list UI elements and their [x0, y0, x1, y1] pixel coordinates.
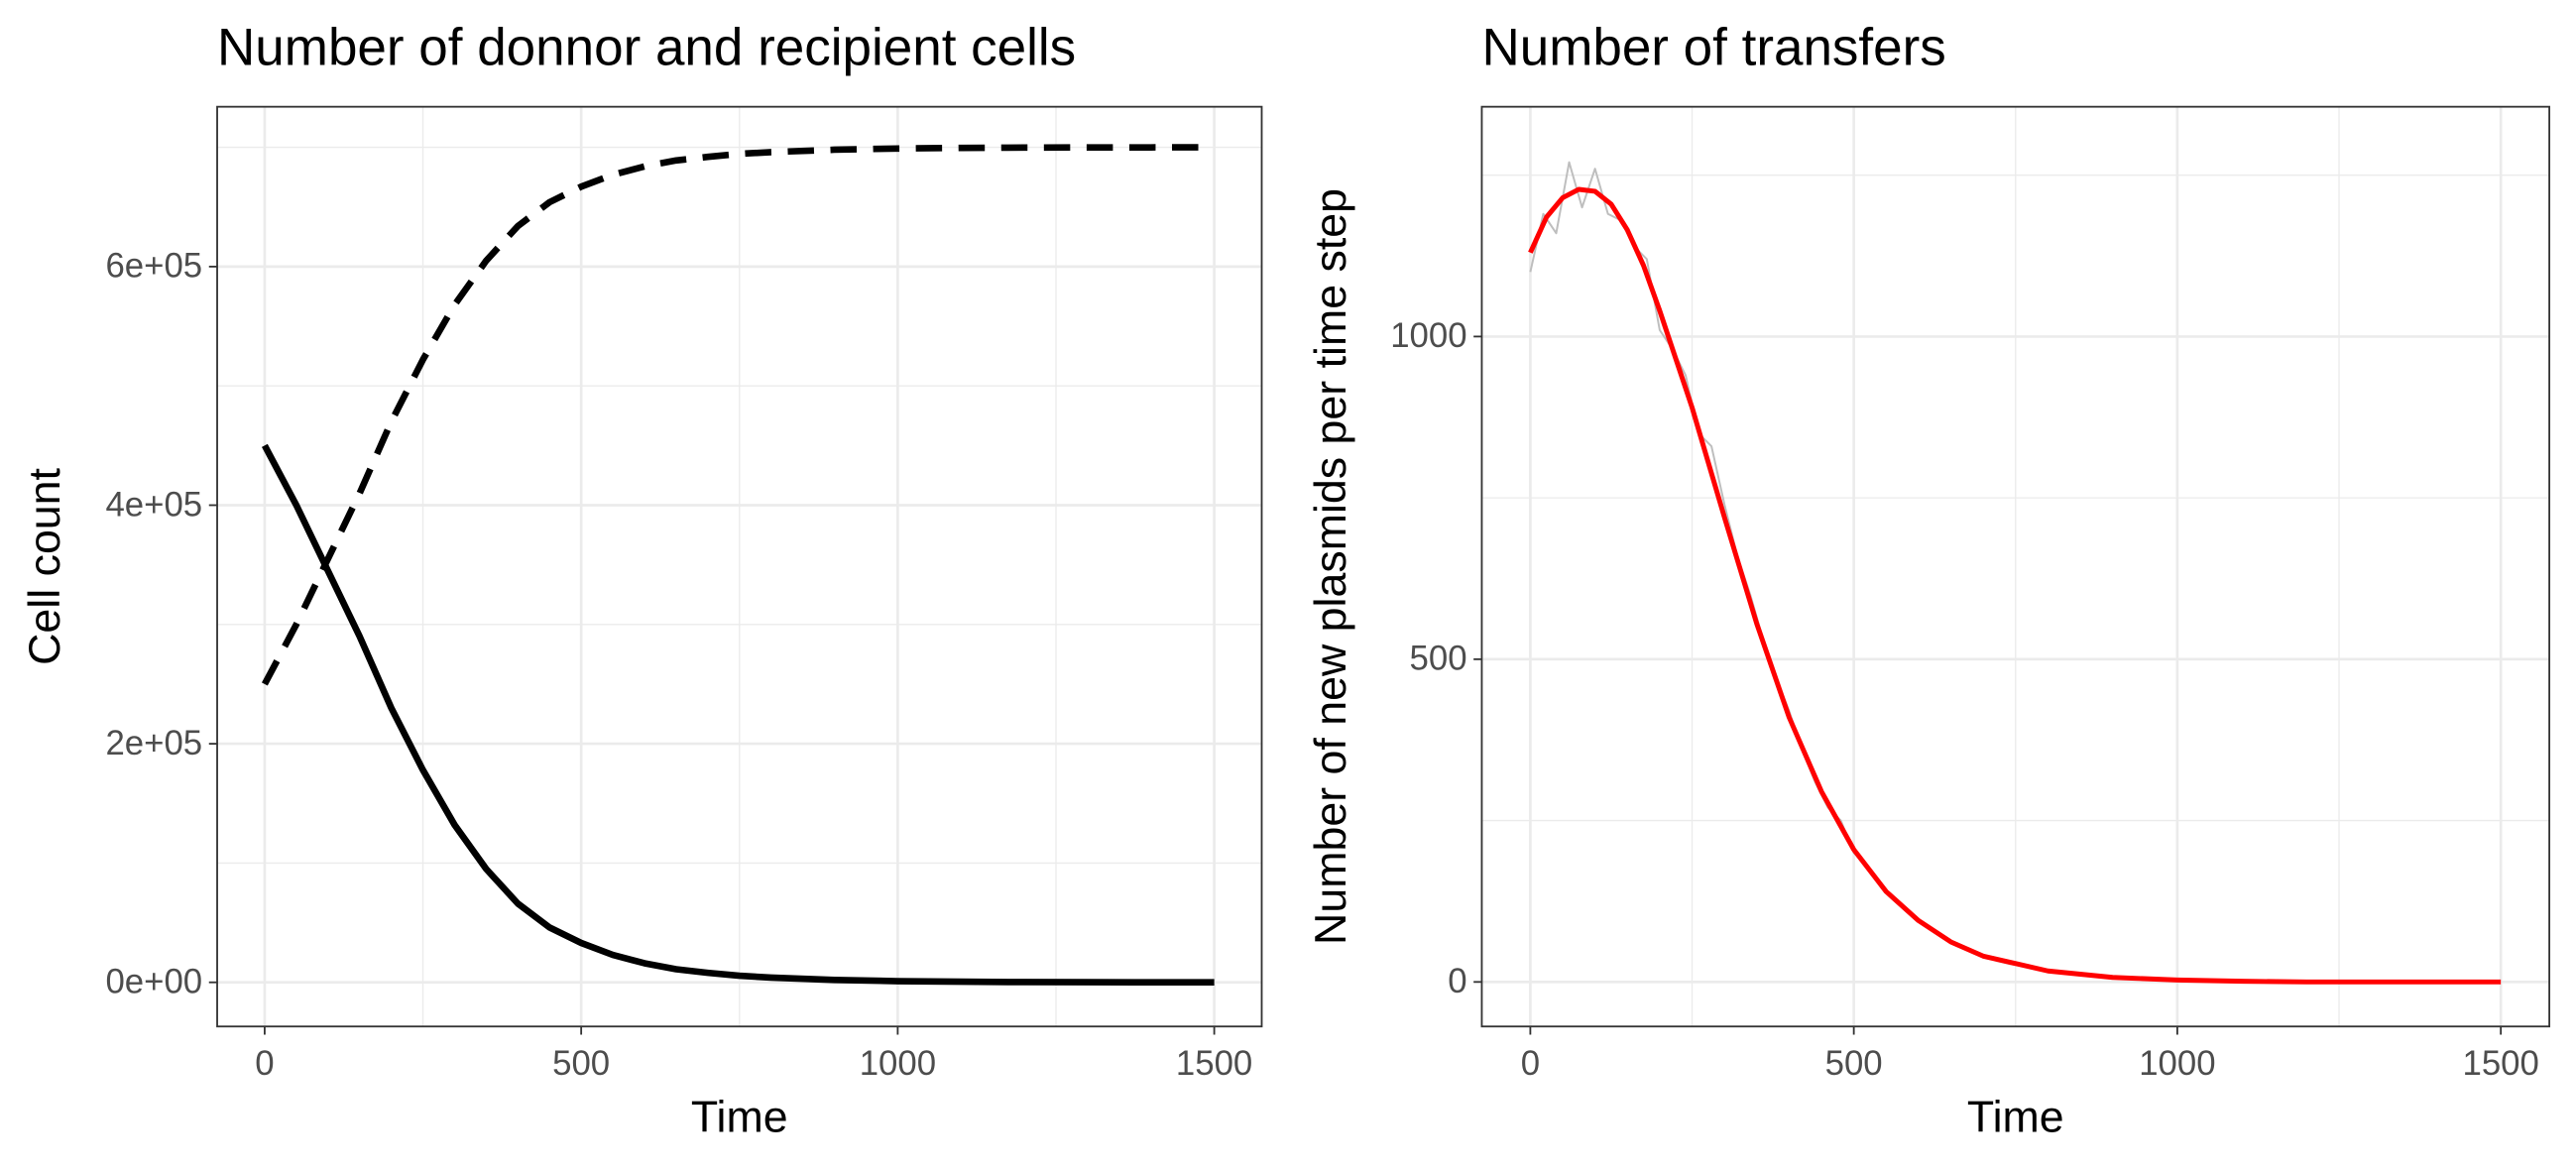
data-line — [261, 144, 1215, 686]
x-tick-label: 500 — [552, 1045, 610, 1083]
chart-title: Number of transfers — [1481, 18, 1945, 76]
y-tick-label: 0e+00 — [105, 964, 202, 1001]
y-tick-label: 2e+05 — [105, 725, 202, 762]
x-tick-label: 1500 — [1176, 1045, 1252, 1083]
y-tick-label: 0 — [1448, 963, 1466, 1000]
panel-border — [1480, 105, 2551, 1028]
x-tick-label: 1000 — [860, 1045, 936, 1083]
data-line — [1528, 186, 2502, 985]
y-tick-label: 4e+05 — [105, 486, 202, 524]
y-axis-title: Number of new plasmids per time step — [1307, 188, 1355, 945]
panel-border — [216, 105, 1263, 1028]
y-tick-label: 1000 — [1390, 317, 1466, 355]
chart-title: Number of donnor and recipient cells — [217, 18, 1076, 76]
y-axis-title: Cell count — [21, 467, 69, 664]
x-tick-label: 1000 — [2139, 1045, 2215, 1083]
x-tick-label: 500 — [1825, 1045, 1883, 1083]
y-tick-label: 6e+05 — [105, 248, 202, 286]
data-line — [261, 443, 1215, 987]
x-axis-title: Time — [691, 1093, 788, 1141]
x-axis-title: Time — [1967, 1093, 2064, 1141]
x-tick-label: 1500 — [2462, 1045, 2538, 1083]
x-tick-label: 0 — [1521, 1045, 1540, 1083]
y-tick-label: 500 — [1410, 641, 1467, 678]
x-tick-label: 0 — [255, 1045, 274, 1083]
